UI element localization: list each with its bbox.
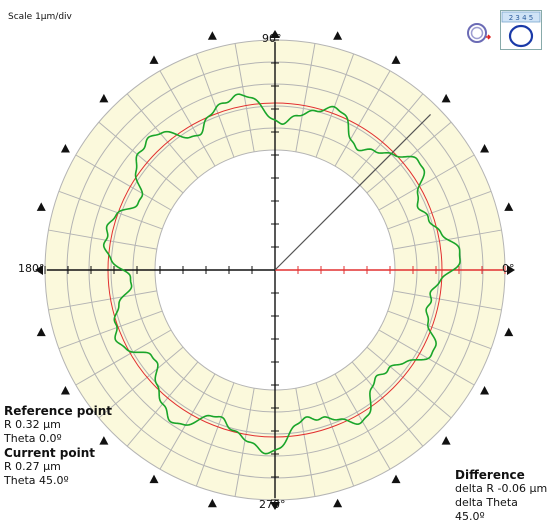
grid-spoke-310 bbox=[351, 361, 424, 447]
angle-marker-15 bbox=[504, 202, 514, 211]
grid-spoke-110 bbox=[195, 53, 235, 158]
grid-spoke-20 bbox=[387, 190, 492, 230]
difference-panel: Difference delta R -0.06 µm delta Theta … bbox=[455, 468, 550, 524]
grid-spoke-30 bbox=[378, 154, 475, 211]
angle-marker-210 bbox=[60, 386, 70, 395]
grid-spoke-320 bbox=[366, 346, 452, 419]
angle-marker-285 bbox=[333, 498, 343, 508]
grid-spoke-220 bbox=[98, 346, 184, 419]
angle-marker-255 bbox=[207, 498, 217, 508]
current-point-title: Current point bbox=[4, 446, 96, 460]
reference-point-panel: Reference point R 0.32 µm Theta 0.0º Cur… bbox=[4, 404, 112, 488]
current-point-line bbox=[274, 114, 431, 271]
angle-marker-45 bbox=[441, 93, 451, 103]
grid-spoke-190 bbox=[48, 290, 157, 311]
grid-spoke-250 bbox=[195, 382, 235, 487]
grid-spoke-170 bbox=[48, 229, 157, 250]
grid-spoke-260 bbox=[234, 388, 255, 497]
grid-spoke-80 bbox=[295, 43, 316, 152]
grid-spoke-40 bbox=[366, 121, 452, 194]
circle-fit-icon[interactable] bbox=[466, 22, 492, 46]
current-theta-value: Theta 45.0º bbox=[4, 474, 69, 487]
grid-spoke-280 bbox=[295, 388, 316, 497]
angle-marker-195 bbox=[36, 327, 46, 337]
angle-marker-165 bbox=[36, 202, 46, 211]
angle-marker-75 bbox=[333, 31, 343, 40]
delta-r-value: delta R -0.06 µm bbox=[455, 482, 548, 495]
grid-spoke-100 bbox=[234, 43, 255, 152]
angle-marker-345 bbox=[504, 327, 514, 337]
arrow-top bbox=[270, 30, 280, 38]
grid-spoke-50 bbox=[351, 93, 424, 179]
grid-spoke-290 bbox=[315, 382, 355, 487]
grid-spoke-140 bbox=[98, 121, 184, 194]
measured-profile bbox=[102, 93, 461, 455]
reference-r-value: R 0.32 µm bbox=[4, 418, 61, 431]
reference-point-title: Reference point bbox=[4, 404, 112, 418]
angle-marker-105 bbox=[207, 31, 217, 40]
grid-spoke-60 bbox=[334, 70, 391, 167]
arrow-bottom bbox=[270, 502, 280, 510]
angle-label-90: 90° bbox=[262, 32, 282, 45]
angle-label-180: 180° bbox=[18, 262, 45, 275]
grid-spoke-70 bbox=[315, 53, 355, 158]
arrow-right bbox=[507, 265, 515, 275]
scale-label: Scale 1µm/div bbox=[8, 12, 72, 22]
ruler-text: 2 3 4 5 bbox=[509, 14, 534, 22]
angle-marker-225 bbox=[99, 436, 109, 445]
angle-marker-135 bbox=[99, 93, 109, 103]
angle-marker-300 bbox=[391, 474, 401, 484]
grid-spoke-330 bbox=[378, 329, 475, 386]
grid-spoke-240 bbox=[159, 373, 216, 470]
difference-title: Difference bbox=[455, 468, 525, 482]
angle-marker-150 bbox=[60, 144, 70, 153]
angle-marker-330 bbox=[480, 386, 490, 395]
grid-spoke-160 bbox=[58, 190, 163, 230]
angle-marker-120 bbox=[149, 55, 159, 64]
current-r-value: R 0.27 µm bbox=[4, 460, 61, 473]
grid-spoke-350 bbox=[393, 290, 502, 311]
arrow-left bbox=[35, 265, 43, 275]
angle-marker-240 bbox=[149, 474, 159, 484]
grid-spoke-210 bbox=[75, 329, 172, 386]
grid-spoke-130 bbox=[126, 93, 199, 179]
ruler-circle-icon[interactable]: 2 3 4 5 bbox=[500, 10, 542, 50]
angle-marker-60 bbox=[391, 55, 401, 64]
angle-label-0: 0° bbox=[502, 262, 515, 275]
angle-marker-30 bbox=[480, 144, 490, 153]
delta-theta-value: delta Theta 45.0º bbox=[455, 496, 518, 523]
grid-spoke-150 bbox=[75, 154, 172, 211]
angle-label-270: 270° bbox=[259, 498, 286, 511]
reference-theta-value: Theta 0.0º bbox=[4, 432, 62, 445]
grid-spoke-340 bbox=[387, 310, 492, 350]
grid-spoke-120 bbox=[159, 70, 216, 167]
grid-spoke-200 bbox=[58, 310, 163, 350]
angle-marker-315 bbox=[441, 436, 451, 445]
